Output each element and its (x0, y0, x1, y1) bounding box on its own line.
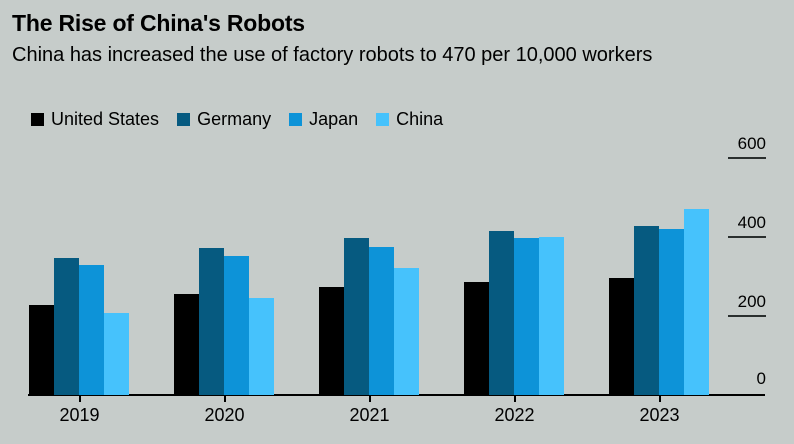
legend-label: China (396, 109, 444, 129)
bar-united-states-2022 (464, 282, 489, 395)
x-axis-label-2020: 2020 (204, 405, 245, 425)
x-axis-tick (224, 396, 226, 402)
bar-china-2023 (684, 209, 709, 395)
legend-label: Germany (197, 109, 272, 129)
bar-united-states-2021 (319, 287, 344, 395)
x-axis-label-2021: 2021 (349, 405, 390, 425)
bar-china-2021 (394, 268, 419, 395)
bar-china-2020 (249, 298, 274, 395)
legend-swatch-icon (376, 112, 390, 126)
y-axis-tick-line (728, 315, 766, 317)
y-axis-tick-line (728, 236, 766, 238)
legend-item-china: China (376, 110, 443, 128)
bar-united-states-2020 (174, 294, 199, 395)
bar-china-2019 (104, 313, 129, 395)
bar-germany-2021 (344, 238, 369, 395)
legend-item-japan: Japan (289, 110, 358, 128)
bar-china-2022 (539, 237, 564, 395)
y-axis-tick-label: 200 (737, 292, 766, 311)
bar-germany-2022 (489, 231, 514, 395)
bar-germany-2019 (54, 258, 79, 395)
legend-label: Japan (309, 109, 359, 129)
legend-item-united-states: United States (31, 110, 159, 128)
bar-japan-2019 (79, 265, 104, 395)
x-axis-tick (79, 396, 81, 402)
legend: United States Germany Japan China (31, 110, 443, 128)
bar-japan-2022 (514, 238, 539, 395)
legend-swatch-icon (31, 112, 44, 126)
chart-title: The Rise of China's Robots (12, 10, 305, 36)
chart-subtitle: China has increased the use of factory r… (12, 44, 653, 66)
bar-japan-2021 (369, 247, 394, 395)
x-axis-label-2022: 2022 (494, 405, 535, 425)
x-axis-tick (659, 396, 661, 402)
legend-swatch-icon (177, 112, 191, 126)
y-axis-tick-label: 0 (756, 369, 766, 388)
legend-item-germany: Germany (177, 110, 271, 128)
bar-united-states-2023 (609, 278, 634, 395)
bar-germany-2020 (199, 248, 224, 395)
x-axis-line (28, 394, 765, 396)
bar-japan-2020 (224, 256, 249, 395)
y-axis-tick-label: 400 (737, 213, 766, 232)
bar-germany-2023 (634, 226, 659, 395)
y-axis-tick-label: 600 (737, 134, 766, 153)
x-axis-label-2019: 2019 (59, 405, 100, 425)
legend-label: United States (51, 109, 160, 129)
x-axis-tick (369, 396, 371, 402)
y-axis-tick-line (728, 157, 766, 159)
bar-japan-2023 (659, 229, 684, 395)
x-axis-tick (514, 396, 516, 402)
bar-united-states-2019 (29, 305, 54, 395)
x-axis-label-2023: 2023 (639, 405, 680, 425)
legend-swatch-icon (289, 112, 303, 126)
